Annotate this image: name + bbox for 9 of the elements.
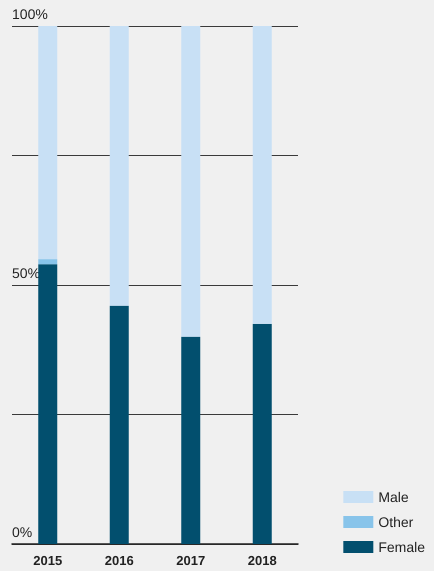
x-tick-label: 2016 — [104, 553, 134, 568]
legend-label: Male — [378, 489, 409, 505]
y-tick-label: 100% — [12, 6, 48, 22]
x-tick-label: 2017 — [176, 553, 206, 568]
x-tick-label: 2018 — [248, 553, 277, 568]
y-tick-label: 0% — [12, 524, 32, 540]
x-tick-label: 2015 — [33, 553, 62, 568]
legend-label: Other — [378, 514, 414, 530]
legend-label: Female — [378, 539, 426, 555]
